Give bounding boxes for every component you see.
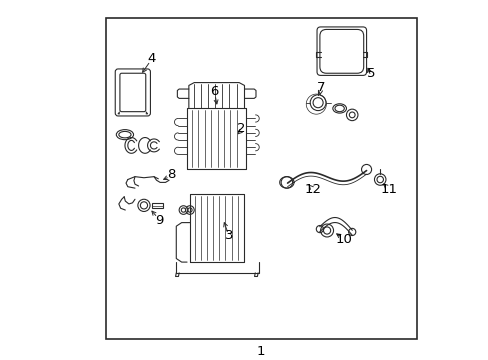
Text: 10: 10 bbox=[335, 233, 352, 246]
Text: 12: 12 bbox=[304, 183, 321, 196]
Text: 2: 2 bbox=[237, 122, 245, 135]
Text: 5: 5 bbox=[366, 67, 375, 80]
Text: 3: 3 bbox=[224, 229, 233, 242]
Bar bbox=[152, 203, 163, 208]
Text: 4: 4 bbox=[147, 52, 155, 65]
Text: 8: 8 bbox=[166, 168, 175, 181]
Text: 1: 1 bbox=[256, 345, 264, 358]
Text: 11: 11 bbox=[380, 183, 397, 196]
Text: 6: 6 bbox=[210, 85, 218, 98]
Text: 7: 7 bbox=[316, 81, 325, 94]
Text: 9: 9 bbox=[155, 213, 163, 226]
Bar bbox=[106, 18, 416, 339]
